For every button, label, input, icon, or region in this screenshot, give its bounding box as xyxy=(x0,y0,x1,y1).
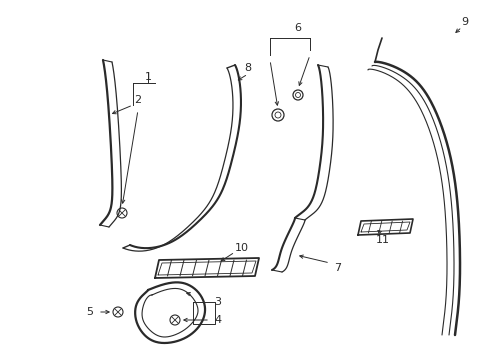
Text: 10: 10 xyxy=(235,243,248,253)
Text: 3: 3 xyxy=(214,297,221,307)
Text: 11: 11 xyxy=(375,235,389,245)
Text: 8: 8 xyxy=(244,63,251,73)
Text: 6: 6 xyxy=(294,23,301,33)
Text: 9: 9 xyxy=(461,17,468,27)
Text: 7: 7 xyxy=(334,263,341,273)
Text: 1: 1 xyxy=(144,72,151,82)
Text: 2: 2 xyxy=(134,95,141,105)
Text: 5: 5 xyxy=(86,307,93,317)
Text: 4: 4 xyxy=(214,315,221,325)
